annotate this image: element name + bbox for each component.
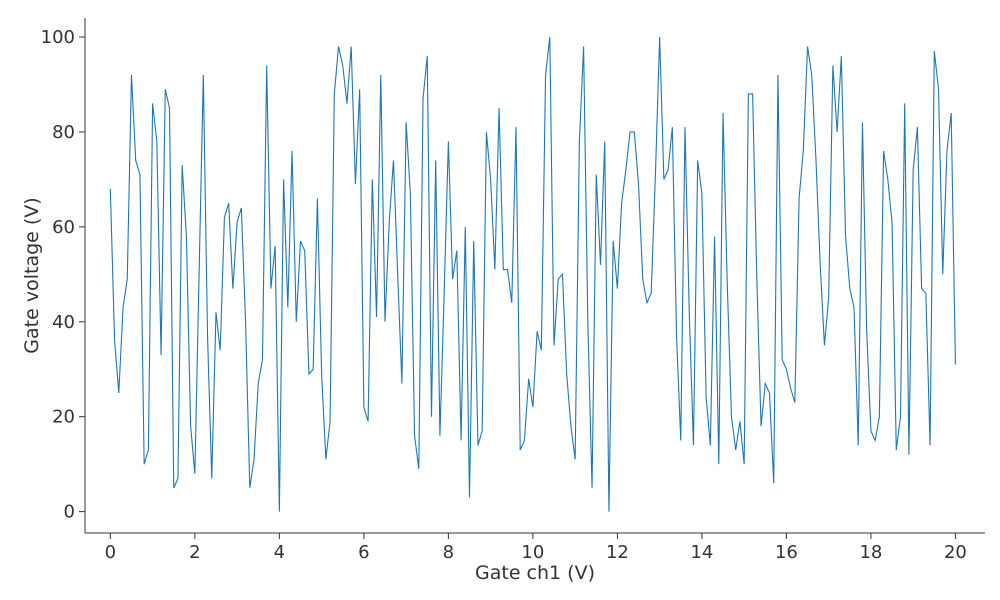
- x-tick-label: 6: [358, 542, 369, 563]
- y-tick-label: 0: [64, 502, 75, 523]
- y-tick-label: 20: [52, 407, 75, 428]
- x-tick-label: 12: [606, 542, 629, 563]
- y-tick-label: 60: [52, 217, 75, 238]
- x-tick-label: 2: [189, 542, 200, 563]
- series-line: [109, 36, 956, 512]
- y-ticks: 0 20 40 60 80 100: [41, 27, 85, 523]
- y-axis-title: Gate voltage (V): [21, 197, 43, 353]
- x-tick-label: 8: [443, 542, 454, 563]
- x-tick-label: 14: [690, 542, 713, 563]
- x-tick-label: 0: [105, 542, 116, 563]
- x-axis-title: Gate ch1 (V): [475, 562, 595, 584]
- x-tick-label: 4: [274, 542, 285, 563]
- x-tick-label: 16: [775, 542, 798, 563]
- axes: [84, 18, 985, 534]
- x-ticks: 0 2 4 6 8 10 12 14 16 18 20: [105, 533, 967, 563]
- y-tick-label: 100: [41, 27, 75, 48]
- y-tick-label: 80: [52, 122, 75, 143]
- x-tick-label: 20: [944, 542, 967, 563]
- y-tick-label: 40: [52, 312, 75, 333]
- x-tick-label: 10: [521, 542, 544, 563]
- x-tick-label: 18: [859, 542, 882, 563]
